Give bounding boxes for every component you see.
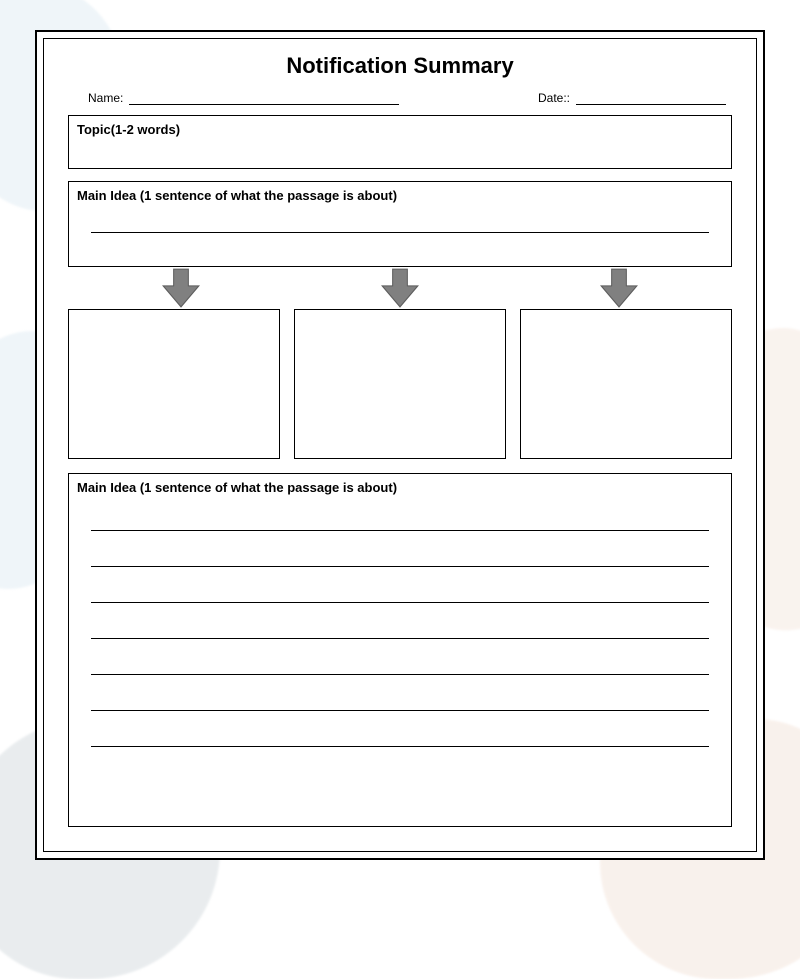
detail-columns [68, 309, 732, 459]
name-input-line[interactable] [129, 91, 399, 105]
date-field: Date:: [538, 91, 726, 105]
meta-row: Name: Date:: [88, 91, 726, 105]
detail-box[interactable] [294, 309, 506, 459]
write-line[interactable] [91, 537, 709, 567]
name-field: Name: [88, 91, 399, 105]
name-label: Name: [88, 91, 123, 105]
write-line[interactable] [91, 501, 709, 531]
date-label: Date:: [538, 91, 570, 105]
date-input-line[interactable] [576, 91, 726, 105]
topic-label: Topic(1-2 words) [77, 122, 723, 137]
arrows-row [68, 267, 732, 309]
write-line[interactable] [91, 645, 709, 675]
down-arrow-icon [160, 267, 202, 309]
down-arrow-icon [379, 267, 421, 309]
down-arrow-icon [598, 267, 640, 309]
detail-box[interactable] [68, 309, 280, 459]
page-title: Notification Summary [64, 53, 736, 79]
detail-box[interactable] [520, 309, 732, 459]
write-line[interactable] [91, 609, 709, 639]
topic-box[interactable]: Topic(1-2 words) [68, 115, 732, 169]
main-idea-box[interactable]: Main Idea (1 sentence of what the passag… [68, 181, 732, 267]
summary-label: Main Idea (1 sentence of what the passag… [77, 480, 723, 495]
summary-box[interactable]: Main Idea (1 sentence of what the passag… [68, 473, 732, 827]
write-line[interactable] [91, 573, 709, 603]
write-line[interactable] [91, 681, 709, 711]
write-line[interactable] [91, 717, 709, 747]
page-inner-frame: Notification Summary Name: Date:: Topic(… [43, 38, 757, 852]
main-idea-label: Main Idea (1 sentence of what the passag… [77, 188, 723, 203]
page-outer-frame: Notification Summary Name: Date:: Topic(… [35, 30, 765, 860]
write-line[interactable] [91, 209, 709, 233]
